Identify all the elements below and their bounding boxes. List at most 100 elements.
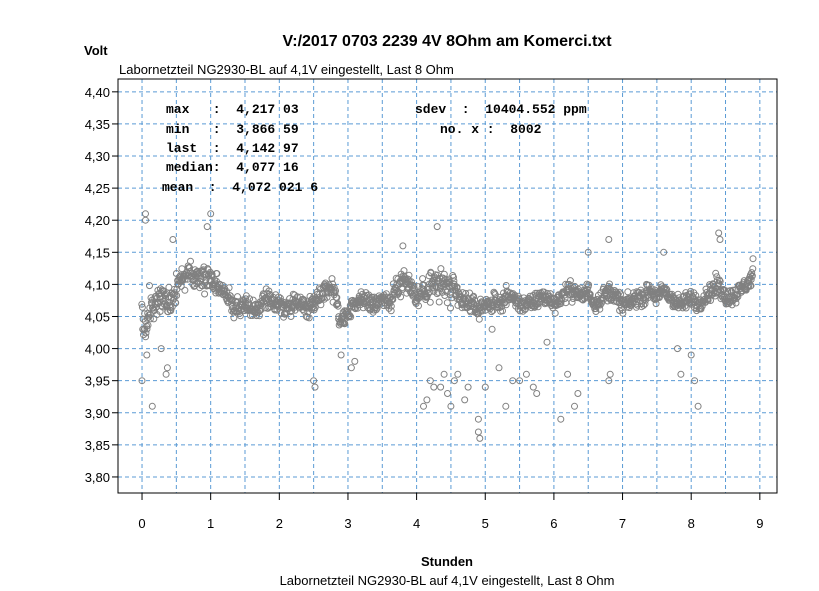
data-point-outlier: [694, 402, 702, 410]
data-point-outlier: [142, 210, 149, 218]
data-point-outlier: [495, 364, 503, 372]
data-point: [347, 313, 355, 321]
data-point-outlier: [420, 402, 427, 410]
data-point: [225, 284, 233, 292]
data-point-outlier: [619, 306, 626, 314]
data-point: [748, 272, 756, 280]
data-point: [491, 289, 499, 297]
data-point: [499, 307, 506, 315]
y-axis: 3,80 3,85 3,90 3,95 4,00 4,05 4,10 4,15 4,20 4,25…: [85, 85, 118, 485]
data-point: [437, 265, 445, 273]
y-tick-label: 3,85: [85, 438, 110, 453]
data-points: [138, 210, 757, 442]
data-point: [226, 292, 234, 300]
data-point: [585, 281, 593, 289]
data-point: [328, 275, 336, 283]
data-point: [426, 298, 434, 306]
data-point: [679, 304, 687, 312]
data-point: [276, 294, 284, 302]
data-point: [146, 315, 154, 323]
data-point: [734, 293, 742, 301]
data-point-outlier: [474, 415, 482, 423]
data-point-outlier: [142, 216, 149, 224]
stat-median: median: 4,077 16: [166, 160, 299, 175]
data-point: [724, 287, 732, 295]
data-point: [410, 282, 418, 290]
data-point-outlier: [571, 402, 578, 410]
data-point-outlier: [162, 370, 170, 378]
stat-sdev: sdev : 10404.552 ppm: [415, 102, 587, 117]
data-point: [447, 304, 454, 312]
data-point-outlier: [347, 364, 355, 372]
data-point: [211, 276, 219, 284]
data-point: [282, 309, 290, 317]
data-point: [161, 291, 169, 299]
data-point-outlier: [516, 377, 524, 385]
data-point: [663, 286, 671, 294]
data-point: [249, 296, 257, 304]
data-point-outlier: [337, 351, 345, 359]
data-point-outlier: [399, 242, 407, 250]
data-point: [715, 276, 723, 284]
data-point-outlier: [450, 377, 458, 385]
data-point-outlier: [574, 390, 582, 397]
x-tick-label: 7: [619, 516, 626, 531]
data-point-outlier: [533, 390, 541, 397]
data-point: [551, 309, 559, 317]
data-point-outlier: [311, 383, 319, 391]
data-point: [329, 280, 337, 288]
data-point: [334, 302, 342, 310]
data-point: [732, 299, 740, 307]
data-point: [429, 284, 437, 292]
data-point-outlier: [488, 325, 496, 333]
data-point: [169, 290, 177, 298]
data-point: [208, 270, 216, 278]
data-point: [213, 270, 221, 278]
data-point-outlier: [437, 383, 445, 391]
data-point: [142, 333, 150, 341]
data-point-outlier: [447, 402, 455, 410]
data-point: [145, 311, 153, 319]
data-point-outlier: [715, 229, 723, 237]
data-point: [443, 299, 451, 307]
y-tick-label: 4,15: [85, 245, 110, 260]
y-tick-label: 4,25: [85, 181, 110, 196]
data-point: [146, 282, 153, 290]
data-point-outlier: [143, 351, 151, 359]
data-point: [615, 288, 623, 296]
chart-title: V:/2017 0703 2239 4V 8Ohm am Komerci.txt: [282, 33, 612, 50]
data-point-outlier: [440, 370, 448, 378]
data-point-outlier: [687, 351, 695, 359]
data-point: [450, 277, 458, 285]
data-point: [596, 301, 604, 309]
data-point: [401, 276, 409, 284]
data-point-outlier: [454, 370, 462, 378]
data-point: [143, 325, 151, 333]
data-point: [138, 303, 146, 311]
data-point-outlier: [564, 370, 572, 378]
data-point: [144, 321, 152, 329]
data-point: [748, 269, 756, 277]
data-point-outlier: [509, 377, 517, 385]
data-point: [732, 295, 740, 303]
data-point: [470, 292, 478, 300]
data-point: [619, 309, 627, 317]
x-tick-label: 8: [688, 516, 695, 531]
data-point-outlier: [433, 223, 441, 231]
data-point-outlier: [310, 377, 318, 385]
data-point: [592, 308, 600, 315]
data-point-outlier: [543, 338, 551, 346]
y-tick-label: 4,00: [85, 342, 110, 357]
data-point: [256, 307, 264, 315]
data-point: [579, 296, 587, 304]
chart-subtitle-bottom: Labornetzteil NG2930-BL auf 4,1V eingest…: [280, 573, 615, 588]
x-tick-label: 9: [756, 516, 763, 531]
y-tick-label: 4,20: [85, 213, 110, 228]
data-point-outlier: [169, 236, 177, 243]
data-point-outlier: [660, 248, 668, 256]
data-point-outlier: [691, 377, 699, 385]
data-point: [346, 312, 354, 319]
data-point: [712, 269, 720, 277]
data-point: [311, 304, 319, 311]
